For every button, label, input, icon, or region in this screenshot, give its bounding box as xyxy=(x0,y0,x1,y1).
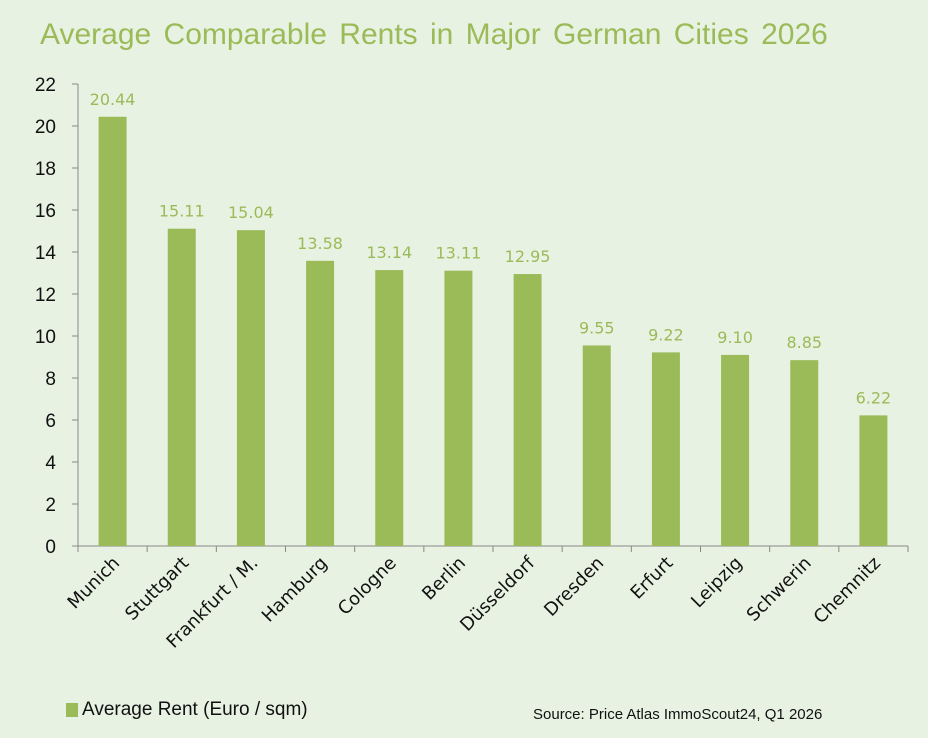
bar-dresden xyxy=(582,345,611,546)
x-tick-label: Hamburg xyxy=(258,553,332,627)
legend-swatch xyxy=(66,703,78,717)
bar-chemnitz xyxy=(859,415,888,546)
x-tick-label: Cologne xyxy=(334,553,401,620)
data-label: 15.04 xyxy=(228,203,274,222)
source-note: Source: Price Atlas ImmoScout24, Q1 2026 xyxy=(533,706,823,723)
y-tick-label: 22 xyxy=(35,75,56,96)
bar-frankfurt-m- xyxy=(236,230,265,546)
x-tick-label: Düsseldorf xyxy=(456,552,539,635)
y-tick-label: 14 xyxy=(35,243,57,264)
y-tick-label: 4 xyxy=(45,453,56,474)
bar-munich xyxy=(98,116,127,546)
legend: Average Rent (Euro / sqm) xyxy=(66,699,308,721)
data-label: 15.11 xyxy=(159,202,205,221)
y-tick-label: 12 xyxy=(35,285,56,306)
y-tick-label: 2 xyxy=(45,495,56,516)
chart-title: Average Comparable Rents in Major German… xyxy=(40,18,828,51)
bar-berlin xyxy=(444,270,473,546)
y-tick-label: 18 xyxy=(35,159,56,180)
bar-düsseldorf xyxy=(513,274,542,546)
data-label: 9.22 xyxy=(648,325,684,344)
x-tick-label: Munich xyxy=(64,553,125,614)
data-label: 9.55 xyxy=(579,318,615,337)
data-label: 12.95 xyxy=(505,247,551,266)
bar-leipzig xyxy=(721,354,750,546)
x-tick-label: Schwerin xyxy=(743,553,816,626)
y-tick-label: 20 xyxy=(35,117,56,138)
bar-schwerin xyxy=(790,360,819,546)
x-tick-label: Stuttgart xyxy=(121,553,193,625)
bar-erfurt xyxy=(651,352,680,546)
data-label: 13.58 xyxy=(297,234,343,253)
data-label: 6.22 xyxy=(856,388,892,407)
data-label: 20.44 xyxy=(90,90,136,109)
x-tick-label: Dresden xyxy=(540,553,608,621)
data-label: 13.14 xyxy=(366,243,412,262)
y-tick-label: 6 xyxy=(45,411,56,432)
bar-cologne xyxy=(375,270,404,546)
bar-stuttgart xyxy=(167,228,196,546)
x-tick-label: Erfurt xyxy=(627,553,678,604)
bar-hamburg xyxy=(306,260,335,546)
data-label: 9.10 xyxy=(717,328,753,347)
data-label: 13.11 xyxy=(436,244,482,263)
x-tick-label: Chemnitz xyxy=(810,553,885,628)
legend-label: Average Rent (Euro / sqm) xyxy=(82,699,308,720)
x-tick-label: Leipzig xyxy=(687,553,746,612)
y-tick-label: 0 xyxy=(45,537,56,558)
x-tick-label: Berlin xyxy=(418,553,470,605)
y-tick-label: 16 xyxy=(35,201,56,222)
y-tick-label: 8 xyxy=(45,369,56,390)
y-tick-label: 10 xyxy=(35,327,56,348)
data-label: 8.85 xyxy=(786,333,822,352)
